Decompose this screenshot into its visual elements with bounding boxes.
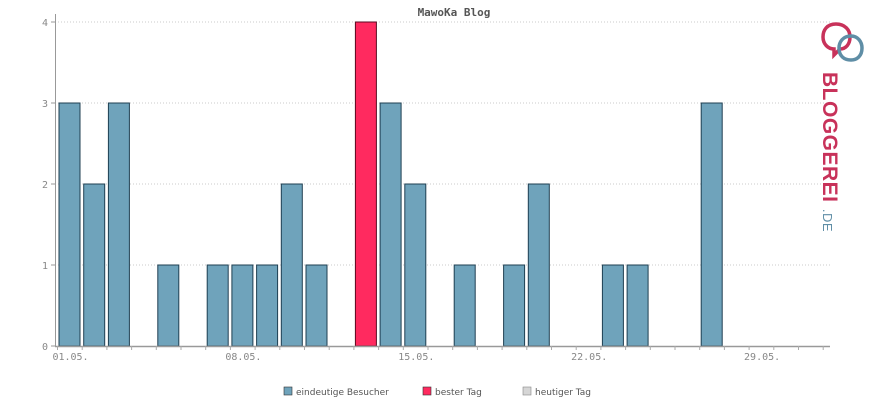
y-tick-label-3: 3 xyxy=(42,99,48,110)
legend: eindeutige Besucher bester Tag heutiger … xyxy=(283,386,591,398)
legend-label-today: heutiger Tag xyxy=(535,388,591,398)
bar-day-8 xyxy=(231,264,254,347)
bar-day-14 xyxy=(379,102,402,347)
bar-day-10 xyxy=(280,183,303,347)
bar-day-19 xyxy=(503,264,526,347)
logo-main-text: BLOGGEREI xyxy=(818,72,841,203)
bar-day-1 xyxy=(58,102,81,347)
legend-swatch-today xyxy=(522,386,532,396)
y-tick-label-1: 1 xyxy=(42,261,48,272)
logo-wordmark: BLOGGEREI .DE xyxy=(818,72,841,232)
bar-day-15 xyxy=(404,183,427,347)
axes xyxy=(51,14,830,350)
tick-labels: 0 1 2 3 4 01.05. 08.05. 15.05. 22.05. 29.05. xyxy=(42,18,780,363)
bar-day-2 xyxy=(83,183,106,347)
chart-title: MawoKa Blog xyxy=(418,6,491,19)
x-tick-label-15.05.: 15.05. xyxy=(398,352,434,363)
logo-suffix-text: .DE xyxy=(820,209,835,232)
bar-day-5 xyxy=(157,264,180,347)
bar-day-3 xyxy=(107,102,130,347)
bar-day-23 xyxy=(601,264,624,347)
bar-day-27 xyxy=(700,102,723,347)
logo-bubbles-icon xyxy=(821,22,864,62)
bar-day-17 xyxy=(453,264,476,347)
bloggerei-logo: BLOGGEREI .DE xyxy=(818,22,864,232)
bar-day-24 xyxy=(626,264,649,347)
legend-label-best-day: bester Tag xyxy=(435,388,482,398)
bars xyxy=(58,21,723,347)
bar-day-9 xyxy=(256,264,279,347)
y-tick-label-4: 4 xyxy=(42,18,48,29)
x-tick-label-01.05.: 01.05. xyxy=(52,352,88,363)
y-tick-label-0: 0 xyxy=(42,342,48,353)
legend-swatch-best-day xyxy=(422,386,432,396)
y-tick-label-2: 2 xyxy=(42,180,48,191)
legend-label-visitors: eindeutige Besucher xyxy=(296,388,389,398)
legend-swatch-visitors xyxy=(283,386,293,396)
x-tick-label-08.05.: 08.05. xyxy=(225,352,261,363)
bar-day-13 xyxy=(354,21,377,347)
bar-day-20 xyxy=(527,183,550,347)
bar-day-11 xyxy=(305,264,328,347)
bar-day-7 xyxy=(206,264,229,347)
x-tick-label-22.05.: 22.05. xyxy=(571,352,607,363)
x-tick-label-29.05.: 29.05. xyxy=(744,352,780,363)
